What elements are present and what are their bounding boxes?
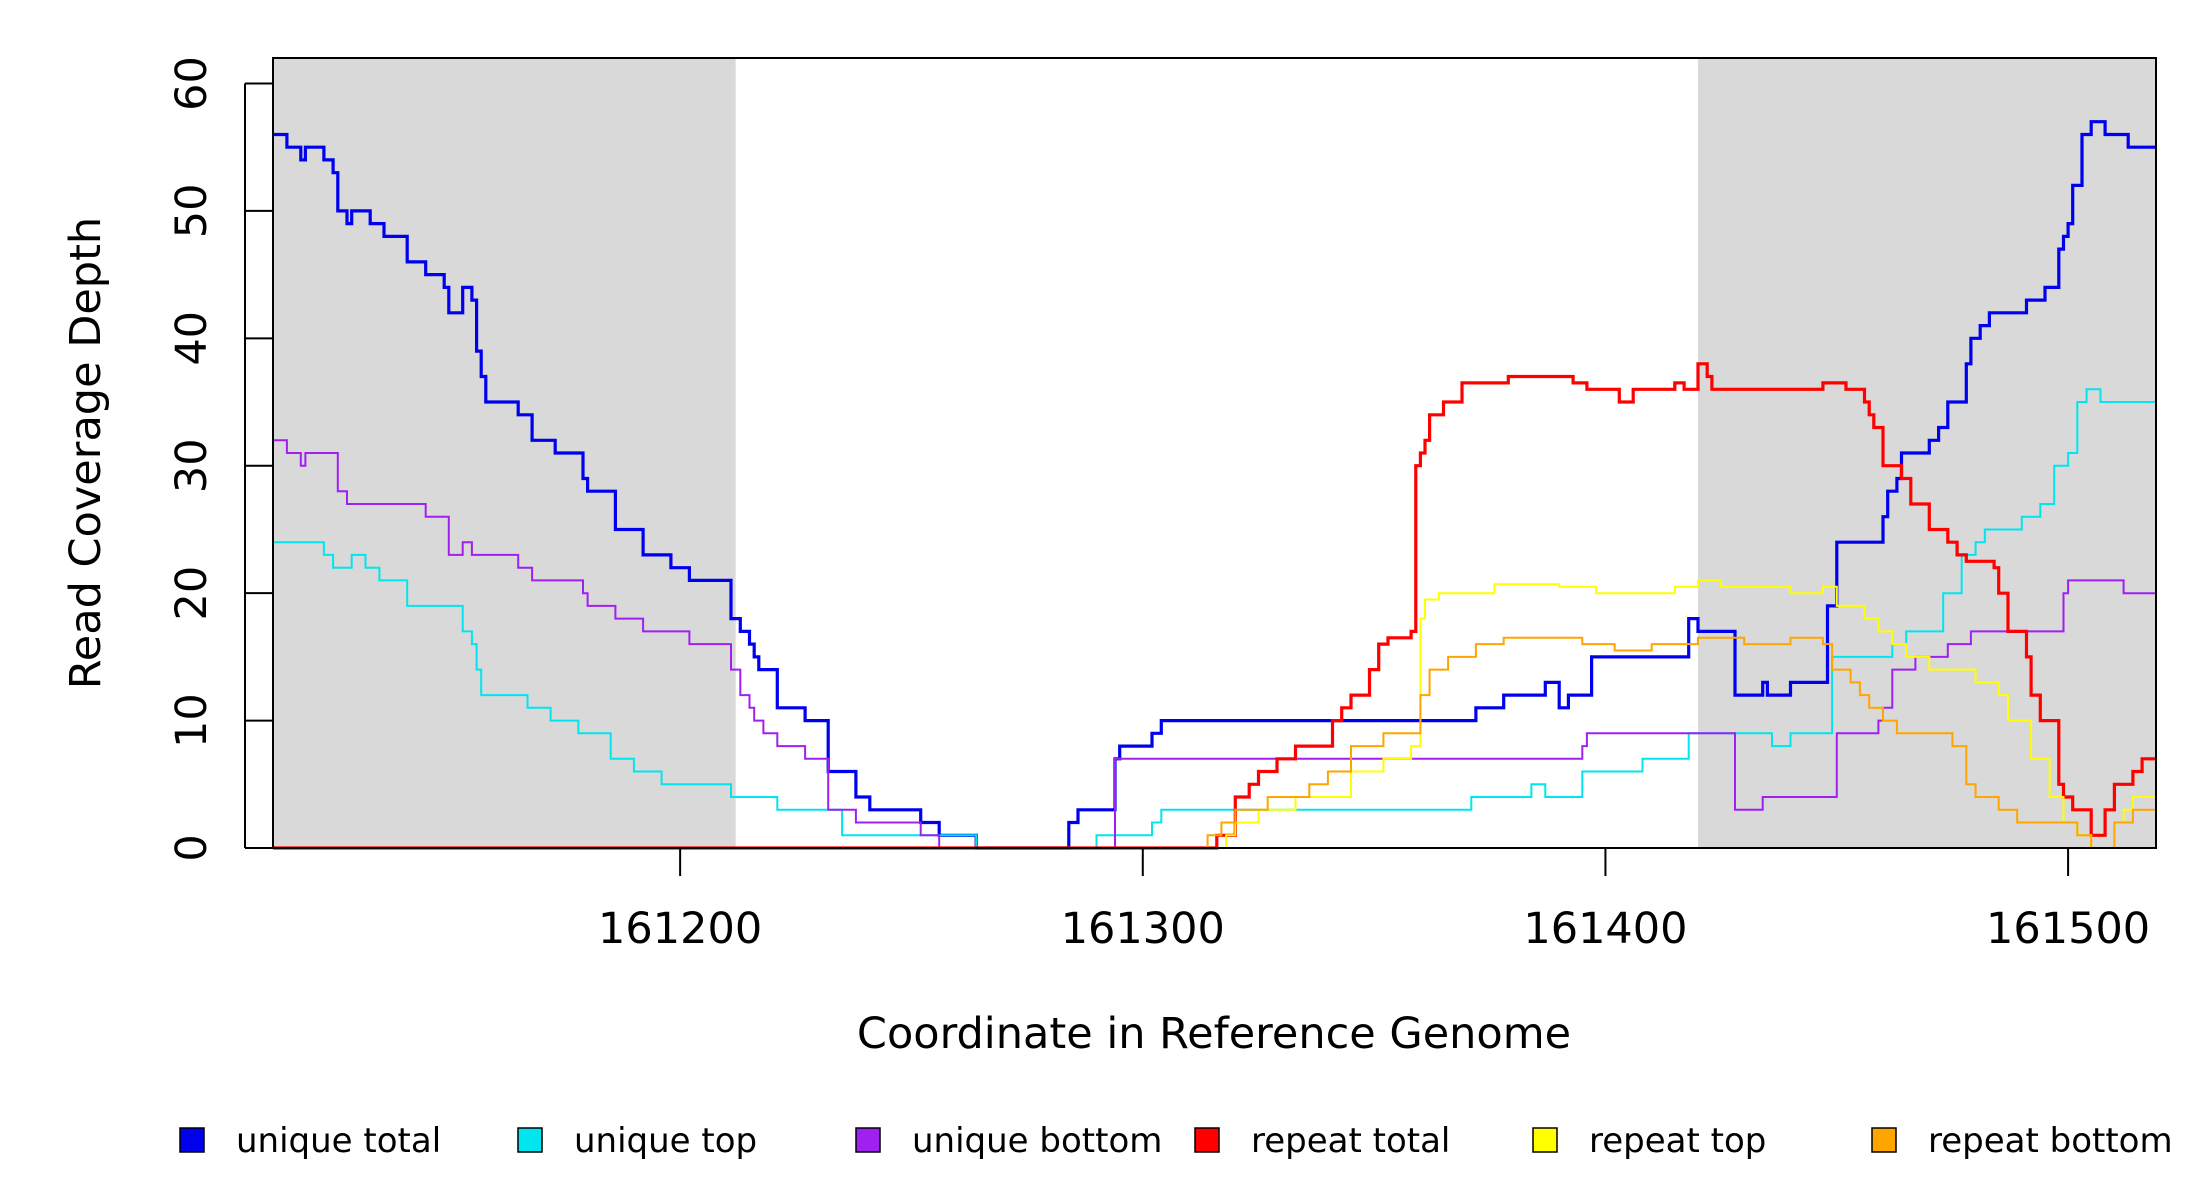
legend-swatch — [1871, 1127, 1897, 1153]
x-tick-label: 161200 — [598, 904, 762, 954]
legend-label: repeat bottom — [1928, 1121, 2173, 1161]
series-line-repeat-top — [273, 579, 2156, 849]
series-line-repeat-total — [273, 362, 2156, 850]
legend-swatch — [1532, 1127, 1558, 1153]
y-tick-label: 20 — [167, 566, 217, 621]
series-line-unique-bottom — [273, 439, 2156, 849]
y-tick-label: 60 — [167, 56, 217, 111]
legend-swatch — [855, 1127, 881, 1153]
y-tick-label: 10 — [167, 693, 217, 748]
y-tick-label: 40 — [167, 311, 217, 366]
legend-swatch — [179, 1127, 205, 1153]
legend-label: unique total — [236, 1121, 441, 1161]
x-tick-label: 161400 — [1523, 904, 1687, 954]
x-axis-label: Coordinate in Reference Genome — [857, 1009, 1571, 1059]
legend-swatch — [1194, 1127, 1220, 1153]
axes: 0 10 20 30 40 50 60 161200 161300 161400 161500 — [167, 56, 2150, 954]
shaded-region-1 — [273, 58, 736, 848]
legend-swatch — [517, 1127, 543, 1153]
legend-label: repeat top — [1589, 1121, 1766, 1161]
y-tick-label: 0 — [167, 834, 217, 861]
legend-label: repeat total — [1251, 1121, 1450, 1161]
y-axis-label: Read Coverage Depth — [61, 217, 111, 689]
x-tick-label: 161500 — [1986, 904, 2150, 954]
legend-label: unique bottom — [912, 1121, 1162, 1161]
series-line-repeat-bottom — [273, 636, 2156, 849]
series-line-unique-top — [273, 388, 2156, 849]
y-tick-label: 30 — [167, 438, 217, 493]
x-tick-label: 161300 — [1061, 904, 1225, 954]
legend: unique total unique top unique bottom repea… — [179, 1121, 2173, 1161]
legend-label: unique top — [574, 1121, 757, 1161]
y-tick-label: 50 — [167, 184, 217, 239]
